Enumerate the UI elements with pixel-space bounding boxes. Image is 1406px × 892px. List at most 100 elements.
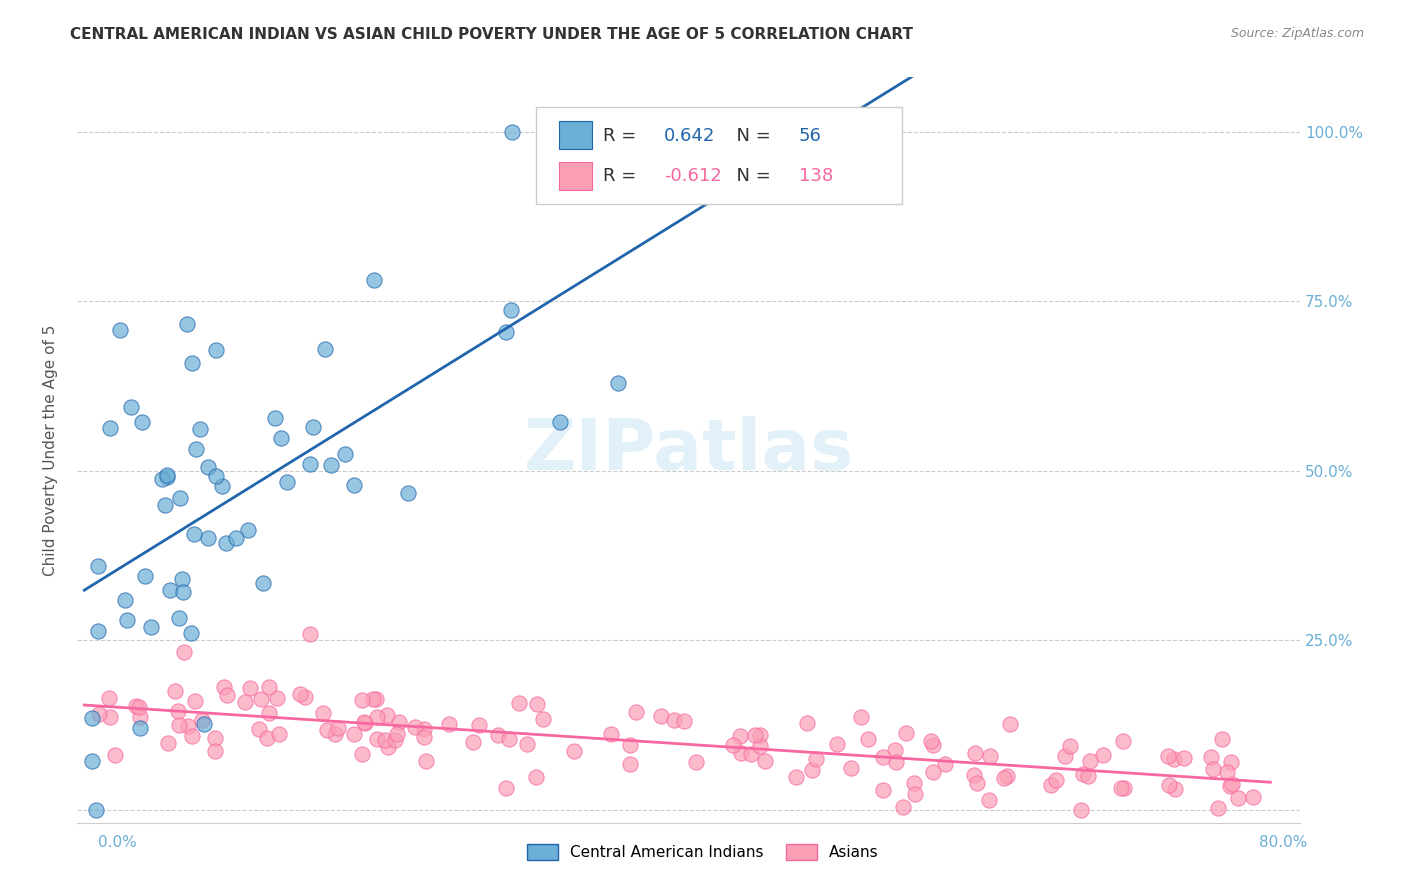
Point (856, 732, 879, 747)
Point (197, 531, 219, 545)
Point (156, 736, 179, 750)
Point (550, 415, 572, 429)
Point (1157, 778, 1180, 792)
Point (412, 723, 434, 737)
Point (966, 775, 988, 789)
Point (120, 401, 142, 415)
Point (748, 739, 770, 753)
Y-axis label: Child Poverty Under the Age of 5: Child Poverty Under the Age of 5 (44, 325, 58, 576)
Point (173, 645, 195, 659)
Point (1045, 773, 1067, 788)
Point (326, 722, 349, 736)
Point (115, 613, 138, 627)
Point (323, 727, 346, 741)
Point (364, 692, 387, 706)
Point (312, 706, 335, 720)
Point (922, 739, 945, 753)
Point (180, 356, 202, 370)
Point (217, 689, 239, 703)
Point (562, 744, 585, 758)
Point (415, 754, 437, 768)
Point (872, 749, 894, 764)
Point (498, 732, 520, 747)
Point (183, 527, 205, 541)
Point (723, 739, 745, 753)
Point (377, 739, 399, 754)
Point (388, 714, 411, 729)
Point (343, 727, 366, 741)
Point (98, 691, 121, 706)
Text: R =: R = (603, 167, 641, 185)
Point (804, 751, 827, 765)
Point (80, 710, 103, 724)
Point (796, 716, 818, 731)
Point (934, 757, 956, 772)
Point (979, 793, 1001, 807)
Text: 56: 56 (799, 127, 821, 145)
Point (785, 770, 807, 784)
Point (233, 695, 256, 709)
Point (155, 498, 177, 512)
Point (1202, 762, 1225, 776)
Point (1091, 747, 1114, 762)
Point (87, 558, 110, 573)
Point (108, 323, 131, 337)
Point (249, 691, 271, 706)
Point (150, 472, 173, 486)
Point (159, 582, 181, 597)
Point (872, 782, 894, 797)
Point (1078, 755, 1101, 769)
Point (188, 422, 211, 436)
Point (384, 733, 406, 747)
Point (1077, 769, 1099, 783)
Point (1173, 751, 1195, 765)
Point (730, 746, 752, 760)
Point (1156, 749, 1178, 764)
Point (184, 694, 207, 708)
Point (920, 734, 942, 748)
Point (141, 620, 163, 634)
Point (600, 727, 623, 741)
Point (98, 710, 121, 724)
Point (204, 744, 226, 758)
Point (186, 442, 208, 456)
Point (672, 714, 695, 728)
Point (86, 624, 108, 638)
Text: R =: R = (603, 127, 641, 145)
Point (1040, 778, 1063, 792)
Point (270, 431, 292, 445)
Point (170, 572, 193, 586)
Point (342, 478, 364, 492)
Point (1211, 732, 1233, 747)
Point (239, 681, 262, 696)
Point (396, 486, 419, 500)
Point (495, 325, 517, 339)
Point (1109, 780, 1132, 795)
Point (748, 727, 770, 741)
Point (662, 713, 685, 727)
Point (167, 718, 190, 732)
FancyBboxPatch shape (558, 162, 592, 190)
Point (998, 717, 1021, 731)
Point (531, 712, 554, 726)
Point (375, 707, 398, 722)
Point (624, 705, 647, 719)
Point (103, 747, 125, 762)
Point (993, 772, 1015, 786)
Point (155, 468, 177, 483)
Text: ZIPatlas: ZIPatlas (523, 416, 853, 485)
Point (314, 342, 336, 356)
Point (177, 719, 200, 733)
Point (468, 718, 491, 732)
Point (413, 730, 436, 744)
Point (257, 680, 280, 694)
FancyBboxPatch shape (536, 107, 903, 204)
Point (252, 575, 274, 590)
Point (740, 747, 762, 761)
Point (508, 696, 530, 710)
Point (979, 749, 1001, 764)
Point (333, 447, 356, 461)
Point (299, 626, 322, 640)
Point (437, 716, 460, 731)
Point (728, 729, 751, 743)
